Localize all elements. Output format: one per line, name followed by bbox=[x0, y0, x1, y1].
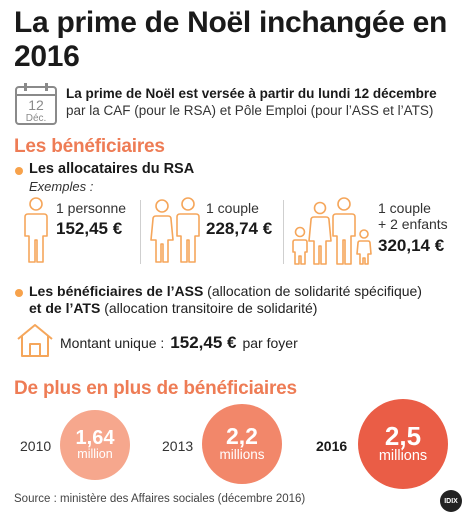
rsa-case-3-label-line1: 1 couple bbox=[378, 200, 431, 216]
date-info-line2: par la CAF (pour le RSA) et Pôle Emploi … bbox=[66, 103, 434, 118]
ass-line-1-rest: (allocation de solidarité spécifique) bbox=[203, 283, 422, 299]
ass-line-2: et de l’ATS (allocation transitoire de s… bbox=[29, 300, 459, 316]
ass-line-1-bold: Les bénéficiaires de l’ASS bbox=[29, 283, 204, 299]
circle-2010: 1,64 million bbox=[60, 410, 130, 480]
family-icon bbox=[290, 196, 374, 273]
house-icon bbox=[16, 322, 54, 363]
divider bbox=[140, 200, 141, 264]
ass-line-1: Les bénéficiaires de l’ASS (allocation d… bbox=[29, 283, 459, 299]
circle-2016: 2,5 millions bbox=[358, 399, 448, 489]
page-title: La prime de Noël inchangée en 2016 bbox=[14, 6, 448, 73]
year-2013: 2013 bbox=[162, 438, 194, 454]
beneficiaries-heading: Les bénéficiaires bbox=[14, 136, 165, 157]
rsa-case-2-label: 1 couple bbox=[206, 200, 259, 216]
person-icon bbox=[22, 196, 50, 271]
divider bbox=[283, 200, 284, 264]
ass-line-2-rest: (allocation transitoire de solidarité) bbox=[100, 300, 318, 316]
year-2010: 2010 bbox=[20, 438, 52, 454]
rsa-case-3-label: 1 couple + 2 enfants bbox=[378, 200, 458, 232]
bullet-icon bbox=[15, 167, 23, 175]
circle-2013: 2,2 millions bbox=[202, 404, 282, 484]
date-info-line1: La prime de Noël est versée à partir du … bbox=[66, 86, 437, 101]
calendar-icon: 12 Déc. bbox=[14, 82, 58, 126]
value-2016: 2,5 bbox=[384, 421, 422, 452]
rsa-heading: Les allocataires du RSA bbox=[29, 161, 195, 177]
year-2016: 2016 bbox=[316, 438, 348, 454]
unit-2016: millions bbox=[378, 448, 428, 465]
examples-label: Exemples : bbox=[29, 179, 94, 194]
flat-amount-suffix: par foyer bbox=[242, 335, 298, 351]
idix-logo: IDIX bbox=[440, 490, 462, 512]
value-2013: 2,2 bbox=[226, 423, 258, 450]
flat-amount-value: 152,45 € bbox=[170, 333, 237, 352]
flat-amount-row: Montant unique : 152,45 € par foyer bbox=[60, 333, 298, 353]
rsa-case-1-label: 1 personne bbox=[56, 200, 127, 216]
bullet-icon bbox=[15, 289, 23, 297]
couple-icon bbox=[148, 196, 204, 271]
ass-line-2-bold: et de l’ATS bbox=[29, 300, 101, 316]
calendar-month: Déc. bbox=[26, 113, 47, 124]
source-note: Source : ministère des Affaires sociales… bbox=[14, 493, 306, 505]
unit-2010: million bbox=[77, 447, 113, 462]
value-2010: 1,64 bbox=[75, 427, 115, 450]
calendar-day: 12 bbox=[28, 97, 44, 113]
rsa-case-3-amount: 320,14 € bbox=[378, 236, 445, 255]
rsa-case-2-amount: 228,74 € bbox=[206, 219, 273, 238]
rsa-case-3-label-line2: + 2 enfants bbox=[378, 216, 448, 232]
unit-2013: millions bbox=[219, 447, 265, 463]
growth-heading: De plus en plus de bénéficiaires bbox=[14, 378, 297, 399]
rsa-case-1-amount: 152,45 € bbox=[56, 219, 123, 238]
flat-amount-label: Montant unique : bbox=[60, 335, 165, 351]
